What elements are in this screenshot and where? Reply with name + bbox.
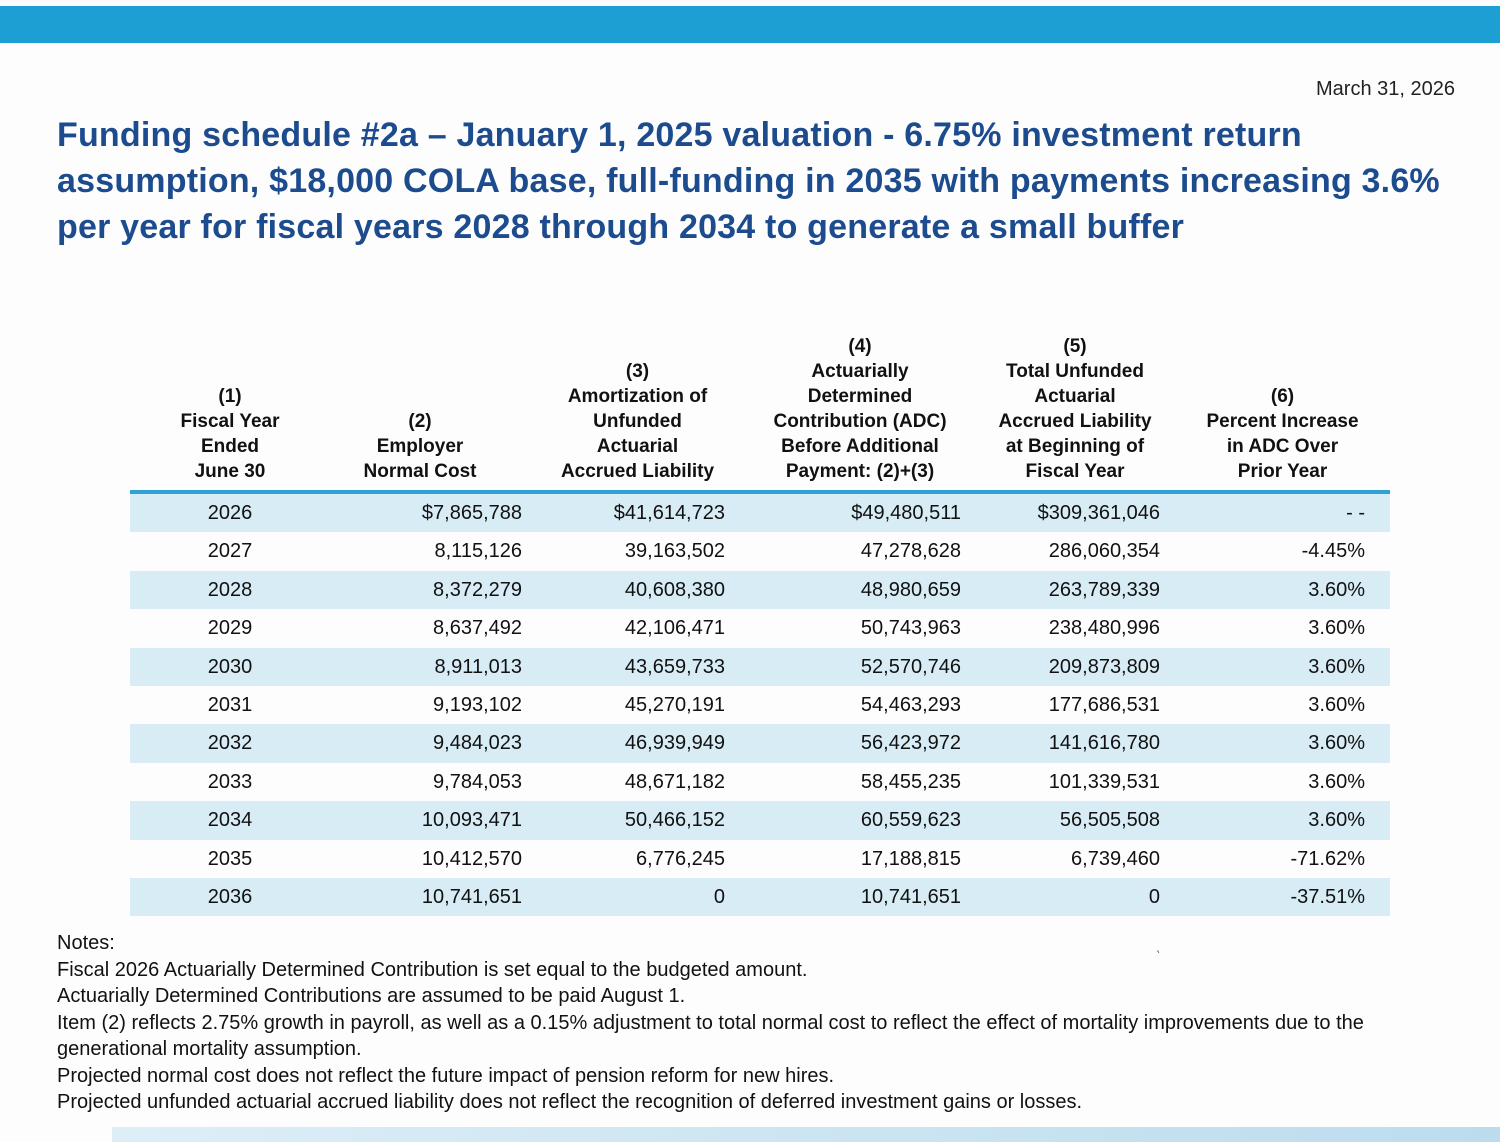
table-cell: 40,608,380 (624, 578, 725, 601)
table-cell: 2026 (207, 502, 253, 524)
table-row: 2034 10,093,471 50,466,152 60,559,623 56,505… (130, 801, 1390, 840)
table-cell: 0 (1148, 885, 1160, 908)
table-cell: 58,455,235 (860, 770, 961, 793)
table-cell: 3.60% (1308, 770, 1365, 793)
table-cell: 46,939,949 (624, 732, 725, 755)
table-cell: 101,339,531 (1048, 770, 1160, 793)
table-header-row: (1) Fiscal Year Ended June 30 (2) Employ… (130, 336, 1390, 494)
table-cell: 56,423,972 (860, 732, 961, 755)
note-item: Projected normal cost does not reflect t… (57, 1064, 835, 1087)
notes-list: Fiscal 2026 Actuarially Determined Contr… (57, 957, 1457, 1116)
table-cell: 47,278,628 (860, 540, 961, 563)
table-cell: 10,093,471 (421, 809, 522, 832)
note-item: Item (2) reflects 2.75% growth in payrol… (57, 1011, 1364, 1061)
table-cell: 3.60% (1308, 693, 1365, 716)
table-cell: 9,484,023 (433, 732, 522, 755)
table-cell: 3.60% (1308, 617, 1365, 640)
column-header-amortization: (3) Amortization of Unfunded Actuarial A… (560, 361, 715, 482)
table-cell: 2033 (207, 770, 253, 793)
table-cell: 54,463,293 (860, 693, 961, 716)
table-cell: $7,865,788 (421, 502, 522, 524)
table-cell: $309,361,046 (1037, 502, 1160, 524)
table-cell: 2032 (207, 732, 253, 755)
table-cell: 17,188,815 (860, 847, 961, 870)
table-cell: 43,659,733 (624, 655, 725, 678)
table-cell: 39,163,502 (624, 540, 725, 563)
column-header-adc: (4) Actuarially Determined Contribution … (773, 336, 947, 482)
table-cell: 177,686,531 (1048, 693, 1160, 716)
table-cell: 6,776,245 (636, 847, 725, 870)
table-cell: 2027 (207, 540, 253, 563)
table-cell: 8,115,126 (434, 540, 523, 563)
table-cell: 9,784,053 (433, 770, 522, 793)
table-cell: -4.45% (1301, 540, 1365, 563)
table-row: 2029 8,637,492 42,106,471 50,743,963 238,480… (130, 609, 1390, 647)
table-cell: 141,616,780 (1048, 732, 1160, 755)
column-header-percent-increase: (6) Percent Increase in ADC Over Prior Y… (1206, 386, 1359, 482)
table-cell: 3.60% (1308, 809, 1365, 832)
funding-schedule-table: (1) Fiscal Year Ended June 30 (2) Employ… (130, 336, 1390, 917)
note-item: Actuarially Determined Contributions are… (57, 985, 686, 1007)
table-cell: 60,559,623 (860, 809, 961, 832)
column-header-fiscal-year: (1) Fiscal Year Ended June 30 (180, 386, 280, 482)
table-cell: 52,570,746 (860, 655, 961, 678)
table-cell: 2029 (207, 617, 253, 640)
column-header-total-uaal: (5) Total Unfunded Actuarial Accrued Lia… (998, 336, 1152, 482)
column-header-employer-normal-cost: (2) Employer Normal Cost (363, 411, 477, 482)
table-cell: 10,412,570 (421, 847, 522, 870)
table-row: 2031 9,193,102 45,270,191 54,463,293 177,686… (130, 686, 1390, 724)
table-cell: 209,873,809 (1048, 655, 1160, 678)
table-cell: 238,480,996 (1048, 617, 1160, 640)
table-row: 2032 9,484,023 46,939,949 56,423,972 141,616… (130, 724, 1390, 763)
table-cell: 3.60% (1308, 578, 1365, 601)
table-cell: -37.51% (1290, 885, 1366, 908)
table-cell: 286,060,354 (1048, 540, 1160, 563)
table-cell: 3.60% (1308, 655, 1365, 678)
table-row: 2027 8,115,126 39,163,502 47,278,628 286,060… (130, 532, 1390, 570)
table-cell: 0 (713, 885, 725, 908)
table-cell: 42,106,471 (624, 617, 725, 640)
table-cell: -71.62% (1290, 847, 1366, 870)
note-item: Projected unfunded actuarial accrued lia… (57, 1091, 1083, 1113)
table-cell: 3.60% (1308, 732, 1365, 755)
table-cell: 8,911,013 (434, 655, 523, 678)
table-row: 2036 10,741,651 0 10,741,651 0 -37.51% (130, 877, 1390, 917)
top-accent-bar (0, 6, 1500, 43)
table-cell: 6,739,460 (1071, 847, 1160, 870)
table-cell: 2035 (207, 847, 253, 870)
table-cell: 45,270,191 (624, 693, 725, 716)
table-cell: 10,741,651 (421, 885, 522, 908)
table-cell: 48,980,659 (860, 578, 961, 601)
document-date: March 31, 2026 (1316, 78, 1455, 100)
notes-section: Notes: Fiscal 2026 Actuarially Determine… (57, 930, 1457, 1116)
table-cell: 2036 (207, 885, 253, 908)
table-row: 2035 10,412,570 6,776,245 17,188,815 6,739,4… (130, 840, 1390, 878)
table-cell: 48,671,182 (624, 770, 725, 793)
table-row: 2030 8,911,013 43,659,733 52,570,746 209,873… (130, 647, 1390, 686)
notes-label: Notes: (57, 932, 115, 954)
page-title: Funding schedule #2a – January 1, 2025 v… (57, 116, 1440, 246)
table-body: 2026 $7,865,788 $41,614,723 $49,480,511 $309… (130, 494, 1390, 917)
bottom-accent-bar (112, 1127, 1500, 1142)
table-cell: 56,505,508 (1059, 809, 1160, 832)
table-cell: 10,741,651 (860, 885, 961, 908)
table-cell: $41,614,723 (613, 502, 725, 524)
table-cell: 2028 (207, 578, 253, 601)
table-cell: - - (1346, 502, 1365, 524)
table-cell: $49,480,511 (851, 502, 961, 524)
table-cell: 50,743,963 (860, 617, 961, 640)
table-cell: 2030 (207, 655, 253, 678)
table-cell: 2031 (207, 693, 253, 716)
table-row: 2026 $7,865,788 $41,614,723 $49,480,511 $309… (130, 494, 1390, 533)
note-item: Fiscal 2026 Actuarially Determined Contr… (57, 958, 808, 981)
table-cell: 8,372,279 (433, 578, 522, 601)
table-cell: 263,789,339 (1048, 578, 1160, 601)
table-cell: 8,637,492 (433, 617, 522, 640)
table-row: 2033 9,784,053 48,671,182 58,455,235 101,339… (130, 763, 1390, 801)
table-cell: 2034 (207, 809, 253, 832)
table-row: 2028 8,372,279 40,608,380 48,980,659 263,789… (130, 570, 1390, 610)
table-cell: 50,466,152 (624, 809, 725, 832)
table-cell: 9,193,102 (433, 693, 522, 716)
